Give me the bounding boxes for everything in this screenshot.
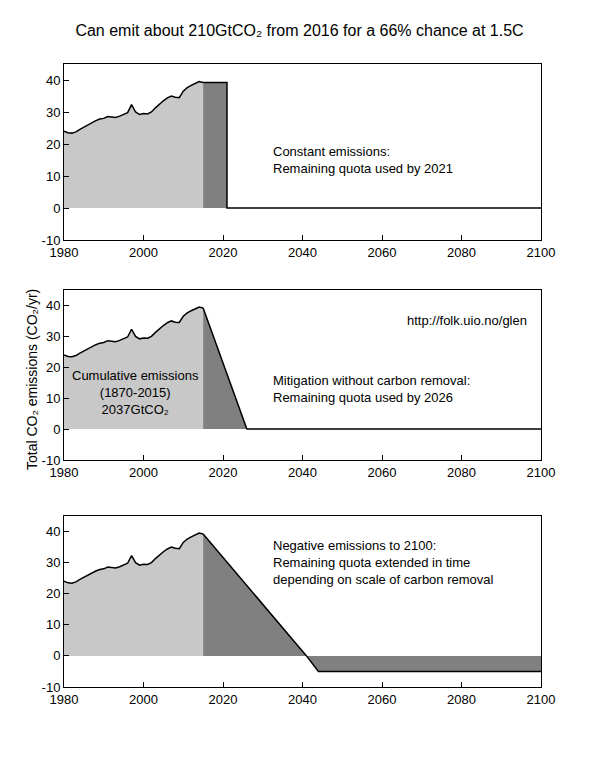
svg-text:2080: 2080 (447, 245, 476, 260)
svg-text:40: 40 (46, 298, 60, 313)
svg-text:2000: 2000 (129, 465, 158, 480)
svg-text:-10: -10 (42, 233, 61, 248)
svg-text:0: 0 (53, 422, 60, 437)
svg-text:20: 20 (46, 360, 60, 375)
svg-text:10: 10 (46, 391, 60, 406)
svg-text:10: 10 (46, 617, 60, 632)
svg-text:0: 0 (53, 201, 60, 216)
svg-text:20: 20 (46, 586, 60, 601)
svg-text:2040: 2040 (288, 465, 317, 480)
svg-text:30: 30 (46, 105, 60, 120)
svg-text:30: 30 (46, 329, 60, 344)
svg-text:2080: 2080 (447, 465, 476, 480)
svg-text:2060: 2060 (368, 692, 397, 707)
svg-text:2000: 2000 (129, 245, 158, 260)
svg-text:http://folk.uio.no/glen: http://folk.uio.no/glen (407, 313, 527, 328)
svg-text:2020: 2020 (209, 465, 238, 480)
svg-text:1980: 1980 (50, 692, 79, 707)
svg-text:2100: 2100 (527, 465, 556, 480)
svg-text:Total CO₂ emissions (CO₂/yr): Total CO₂ emissions (CO₂/yr) (24, 289, 40, 470)
svg-text:2020: 2020 (209, 245, 238, 260)
svg-text:2060: 2060 (368, 245, 397, 260)
svg-text:0: 0 (53, 648, 60, 663)
svg-text:20: 20 (46, 137, 60, 152)
svg-text:1980: 1980 (50, 245, 79, 260)
svg-text:2040: 2040 (288, 245, 317, 260)
svg-text:40: 40 (46, 73, 60, 88)
svg-text:2020: 2020 (209, 692, 238, 707)
svg-text:-10: -10 (42, 680, 61, 695)
svg-text:2100: 2100 (527, 245, 556, 260)
svg-text:Cumulative emissions(1870-2015: Cumulative emissions(1870-2015)2037GtCO₂ (72, 368, 199, 417)
svg-text:40: 40 (46, 524, 60, 539)
svg-text:10: 10 (46, 169, 60, 184)
svg-text:2100: 2100 (527, 692, 556, 707)
svg-text:Negative emissions to 2100:Rem: Negative emissions to 2100:Remaining quo… (273, 538, 494, 587)
svg-text:2040: 2040 (288, 692, 317, 707)
svg-text:Mitigation without carbon remo: Mitigation without carbon removal:Remain… (273, 373, 470, 405)
svg-text:Can emit about 210GtCO₂ from 2: Can emit about 210GtCO₂ from 2016 for a … (75, 22, 523, 39)
svg-text:30: 30 (46, 555, 60, 570)
svg-text:-10: -10 (42, 453, 61, 468)
svg-text:Constant emissions:Remaining q: Constant emissions:Remaining quota used … (273, 144, 453, 176)
svg-text:2080: 2080 (447, 692, 476, 707)
svg-text:2000: 2000 (129, 692, 158, 707)
svg-text:2060: 2060 (368, 465, 397, 480)
svg-text:1980: 1980 (50, 465, 79, 480)
